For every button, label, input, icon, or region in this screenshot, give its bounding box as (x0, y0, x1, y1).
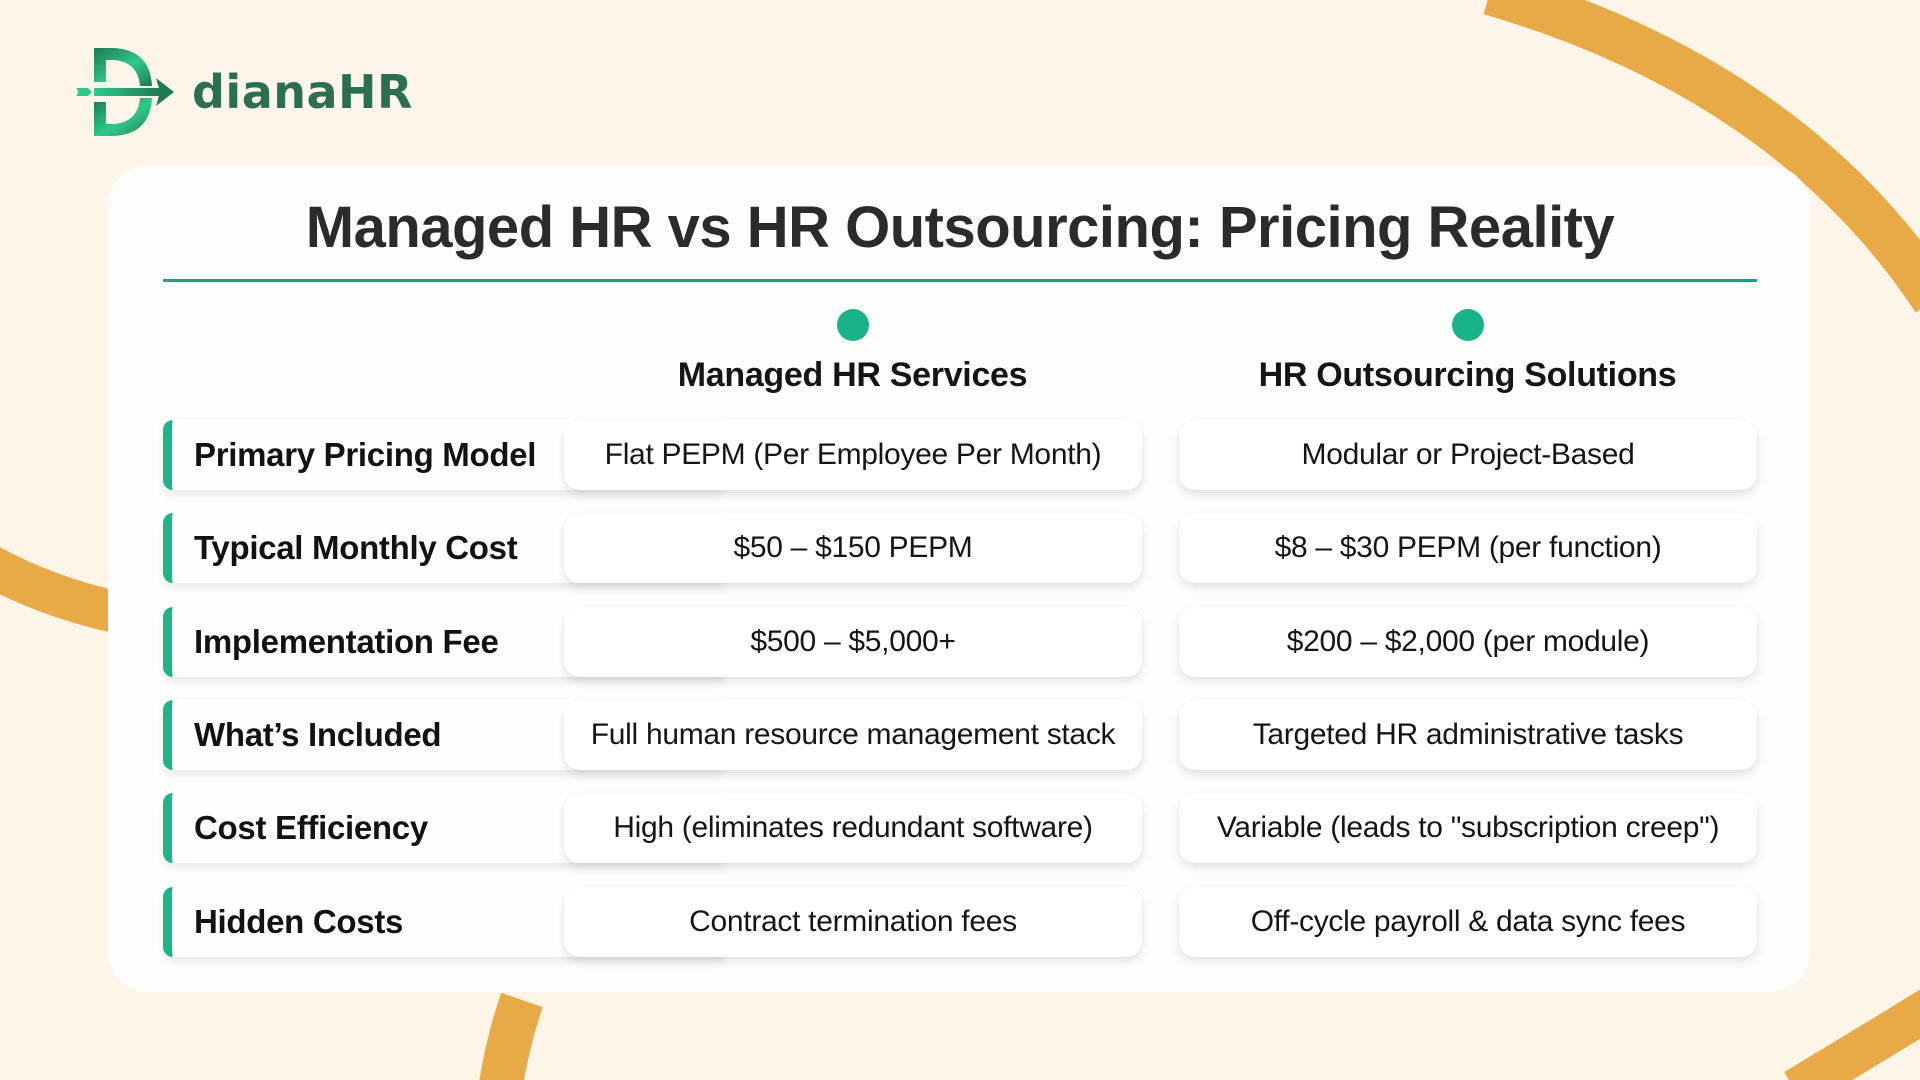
table-row-typical-monthly-cost: Typical Monthly Cost $50 – $150 PEPM $8 … (163, 513, 1757, 583)
table-row-hidden-costs: Hidden Costs Contract termination fees O… (163, 887, 1757, 957)
column-marker-dot-icon (837, 309, 869, 341)
cell-hr-outsourcing: Modular or Project-Based (1179, 420, 1757, 490)
page-title: Managed HR vs HR Outsourcing: Pricing Re… (305, 195, 1615, 260)
cell-managed-hr: Contract termination fees (564, 887, 1142, 957)
cell-hr-outsourcing: $200 – $2,000 (per module) (1179, 607, 1757, 677)
cell-managed-hr: $50 – $150 PEPM (564, 513, 1142, 583)
cell-managed-hr: $500 – $5,000+ (564, 607, 1142, 677)
title-divider (163, 279, 1757, 282)
arc-bottom-right (1784, 989, 1920, 1080)
table-row-cost-efficiency: Cost Efficiency High (eliminates redunda… (163, 793, 1757, 863)
cell-hr-outsourcing: Targeted HR administrative tasks (1179, 700, 1757, 770)
column-header-hr-outsourcing: HR Outsourcing Solutions (1258, 356, 1677, 394)
brand-name: dianaHR (192, 65, 413, 119)
arc-bottom (479, 992, 543, 1080)
cell-managed-hr: High (eliminates redundant software) (564, 793, 1142, 863)
cell-managed-hr: Full human resource management stack (564, 700, 1142, 770)
column-marker-dot-icon (1452, 309, 1484, 341)
brand-logo: dianaHR (74, 46, 413, 138)
arrow-bow-d-icon (76, 48, 174, 136)
column-header-managed-hr: Managed HR Services (677, 356, 1028, 394)
cell-hr-outsourcing: Off-cycle payroll & data sync fees (1179, 887, 1757, 957)
table-row-whats-included: What’s Included Full human resource mana… (163, 700, 1757, 770)
cell-hr-outsourcing: $8 – $30 PEPM (per function) (1179, 513, 1757, 583)
table-row-primary-pricing-model: Primary Pricing Model Flat PEPM (Per Emp… (163, 420, 1757, 490)
arc-left (0, 547, 120, 633)
cell-managed-hr: Flat PEPM (Per Employee Per Month) (564, 420, 1142, 490)
table-row-implementation-fee: Implementation Fee $500 – $5,000+ $200 –… (163, 607, 1757, 677)
cell-hr-outsourcing: Variable (leads to "subscription creep") (1179, 793, 1757, 863)
